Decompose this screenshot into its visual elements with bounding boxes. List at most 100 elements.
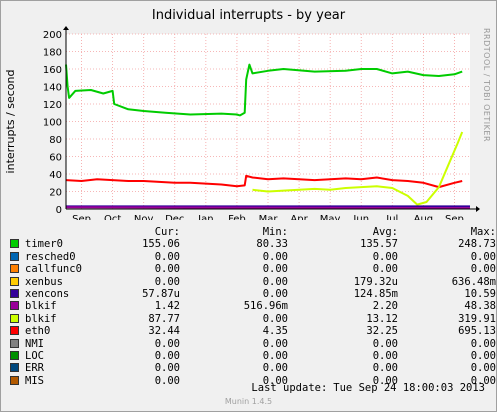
x-tick-label: Mar bbox=[259, 214, 279, 220]
legend-min-value: 0.00 bbox=[262, 362, 288, 375]
legend-series-cell: xenbus bbox=[10, 276, 118, 288]
legend-header-avg: Avg: bbox=[372, 226, 398, 238]
legend-color-swatch bbox=[10, 301, 19, 311]
x-axis-arrow-icon bbox=[476, 206, 480, 212]
legend-avg-value: 124.85m bbox=[353, 288, 398, 301]
legend-color-swatch bbox=[10, 313, 19, 323]
legend-series-cell: callfunc0 bbox=[10, 263, 118, 275]
legend-header-cur: Cur: bbox=[154, 226, 180, 238]
legend-row: LOC 0.00 0.00 0.00 0.00 bbox=[10, 350, 496, 362]
legend-cur-value: 0.00 bbox=[154, 337, 180, 350]
legend-color-swatch bbox=[10, 251, 19, 261]
legend-min-value: 80.33 bbox=[256, 238, 288, 251]
legend-cur-value: 0.00 bbox=[154, 275, 180, 288]
x-tick-label: Jul bbox=[385, 214, 398, 220]
legend-avg-value: 0.00 bbox=[372, 362, 398, 375]
legend-cur-value: 0.00 bbox=[154, 263, 180, 276]
legend-color-swatch bbox=[10, 239, 19, 249]
legend-row: xenbus 0.00 0.00 179.32u 636.48m bbox=[10, 276, 496, 288]
legend-cur-value: 87.77 bbox=[148, 312, 180, 325]
legend-max-value: 0.00 bbox=[470, 362, 496, 375]
y-tick-label: 0 bbox=[56, 205, 62, 216]
legend-series-name: eth0 bbox=[25, 325, 51, 338]
legend-max-value: 48.38 bbox=[464, 300, 496, 313]
legend-min-value: 0.00 bbox=[262, 350, 288, 363]
y-tick-label: 160 bbox=[43, 65, 62, 76]
legend-avg-value: 0.00 bbox=[372, 337, 398, 350]
legend-cur-value: 32.44 bbox=[148, 325, 180, 338]
legend-max-value: 695.13 bbox=[458, 325, 496, 338]
x-tick-label: Feb bbox=[228, 214, 246, 220]
series-line bbox=[65, 174, 463, 189]
legend-row: blkif 1.42 516.96m 2.20 48.38 bbox=[10, 300, 496, 312]
legend-min-value: 0.00 bbox=[262, 250, 288, 263]
legend-series-cell: timer0 bbox=[10, 238, 118, 250]
legend-header-row: Cur: Min: Avg: Max: bbox=[10, 226, 496, 238]
legend-row: blkif 87.77 0.00 13.12 319.91 bbox=[10, 313, 496, 325]
legend-row: NMI 0.00 0.00 0.00 0.00 bbox=[10, 338, 496, 350]
legend-cur-value: 1.42 bbox=[154, 300, 180, 313]
legend-cur-value: 0.00 bbox=[154, 250, 180, 263]
legend-avg-value: 0.00 bbox=[372, 250, 398, 263]
legend-max-value: 319.91 bbox=[458, 312, 496, 325]
legend-avg-value: 0.00 bbox=[372, 263, 398, 276]
legend-max-value: 0.00 bbox=[470, 337, 496, 350]
legend-series-name: LOC bbox=[25, 350, 44, 363]
legend-cur-value: 0.00 bbox=[154, 362, 180, 375]
legend-avg-value: 0.00 bbox=[372, 374, 398, 387]
y-tick-label: 60 bbox=[49, 153, 62, 164]
legend-min-value: 0.00 bbox=[262, 263, 288, 276]
legend-avg-value: 0.00 bbox=[372, 350, 398, 363]
legend-series-cell: ERR bbox=[10, 362, 118, 374]
legend-max-value: 10.59 bbox=[464, 288, 496, 301]
series-line bbox=[65, 63, 463, 117]
legend-color-swatch bbox=[10, 338, 19, 348]
last-update: Last update: Tue Sep 24 18:00:03 2013 bbox=[251, 382, 485, 394]
y-tick-label: 40 bbox=[49, 170, 62, 181]
legend-series-name: ERR bbox=[25, 362, 44, 375]
x-tick-label: Sep bbox=[72, 214, 91, 220]
legend-series-cell: eth0 bbox=[10, 325, 118, 337]
legend-series-cell: blkif bbox=[10, 313, 118, 325]
legend-min-value: 0.00 bbox=[262, 275, 288, 288]
legend-color-swatch bbox=[10, 363, 19, 373]
legend-series-cell: blkif bbox=[10, 300, 118, 312]
legend-row: resched0 0.00 0.00 0.00 0.00 bbox=[10, 251, 496, 263]
y-tick-label: 20 bbox=[49, 188, 62, 199]
y-axis-arrow-icon bbox=[63, 26, 69, 30]
legend-max-value: 636.48m bbox=[451, 275, 496, 288]
x-tick-label: May bbox=[320, 214, 341, 220]
x-tick-label: Dec bbox=[165, 214, 184, 220]
series-line bbox=[252, 131, 464, 206]
chart-title: Individual interrupts - by year bbox=[152, 8, 346, 23]
legend-color-swatch bbox=[10, 326, 19, 336]
legend-series-cell: NMI bbox=[10, 338, 118, 350]
legend-cur-value: 155.06 bbox=[142, 238, 180, 251]
interrupts-chart: Individual interrupts - by year interrupt… bbox=[4, 8, 480, 220]
legend-row: callfunc0 0.00 0.00 0.00 0.00 bbox=[10, 263, 496, 275]
legend-min-value: 0.00 bbox=[262, 312, 288, 325]
legend-color-swatch bbox=[10, 264, 19, 274]
legend-row: eth0 32.44 4.35 32.25 695.13 bbox=[10, 325, 496, 337]
legend-series-name: blkif bbox=[25, 300, 57, 313]
legend-cur-value: 57.87u bbox=[142, 288, 180, 301]
legend-max-value: 248.73 bbox=[458, 238, 496, 251]
legend-min-value: 4.35 bbox=[262, 325, 288, 338]
y-tick-label: 120 bbox=[43, 100, 62, 111]
legend-row: MIS 0.00 0.00 0.00 0.00 bbox=[10, 375, 496, 387]
x-tick-label: Nov bbox=[134, 214, 154, 220]
legend-avg-value: 32.25 bbox=[366, 325, 398, 338]
legend-max-value: 0.00 bbox=[470, 350, 496, 363]
legend-avg-value: 135.57 bbox=[360, 238, 398, 251]
legend-max-value: 0.00 bbox=[470, 250, 496, 263]
x-tick-label: Sep bbox=[445, 214, 464, 220]
series-line bbox=[65, 206, 471, 210]
y-tick-label: 140 bbox=[43, 83, 62, 94]
legend-row: ERR 0.00 0.00 0.00 0.00 bbox=[10, 362, 496, 374]
legend-series-name: resched0 bbox=[25, 250, 76, 263]
legend-row: timer0 155.06 80.33 135.57 248.73 bbox=[10, 238, 496, 250]
legend-cur-value: 0.00 bbox=[154, 350, 180, 363]
legend-series-name: NMI bbox=[25, 337, 44, 350]
y-tick-label: 80 bbox=[49, 135, 62, 146]
legend-color-swatch bbox=[10, 276, 19, 286]
